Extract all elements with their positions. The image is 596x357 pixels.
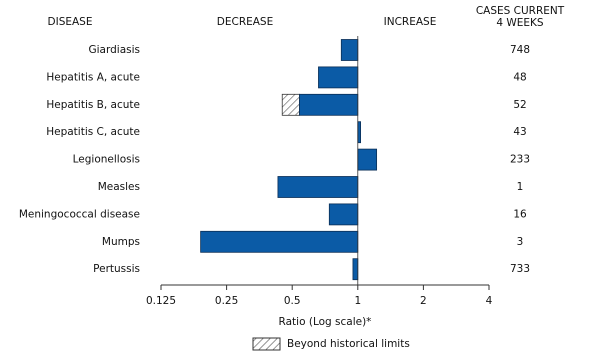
header-cases: 4 WEEKS	[496, 17, 544, 29]
cases-value: 43	[513, 126, 526, 138]
legend-swatch	[252, 337, 281, 351]
bar	[200, 230, 359, 253]
category-label: Pertussis	[93, 263, 140, 275]
cases-value: 1	[517, 181, 524, 193]
bar-beyond-limits	[281, 93, 300, 116]
x-tick-label: 0.125	[146, 295, 176, 307]
cases-value: 748	[510, 44, 530, 56]
category-label: Hepatitis C, acute	[46, 126, 140, 138]
x-tick-label: 2	[420, 295, 427, 307]
bar	[318, 66, 359, 89]
x-tick-label: 0.5	[284, 295, 301, 307]
category-label: Mumps	[102, 236, 140, 248]
x-tick-label: 0.25	[215, 295, 238, 307]
bar	[299, 93, 359, 116]
cases-value: 52	[513, 99, 526, 111]
category-label: Hepatitis B, acute	[46, 99, 140, 111]
x-axis-label: Ratio (Log scale)*	[279, 316, 372, 328]
bar	[352, 258, 359, 281]
category-label: Hepatitis A, acute	[46, 71, 140, 83]
cases-value: 733	[510, 263, 530, 275]
cases-value: 16	[513, 208, 527, 220]
bar	[357, 121, 361, 144]
legend-label: Beyond historical limits	[287, 338, 410, 350]
bar	[357, 148, 378, 171]
header-disease: DISEASE	[48, 16, 93, 28]
cases-value: 3	[517, 236, 524, 248]
bar	[340, 39, 359, 61]
category-label: Measles	[98, 181, 140, 193]
x-tick-label: 4	[486, 295, 493, 307]
header-cases: CASES CURRENT	[476, 5, 565, 17]
header-decrease: DECREASE	[217, 16, 273, 28]
cases-value: 48	[513, 71, 526, 83]
header-increase: INCREASE	[384, 16, 437, 28]
category-label: Legionellosis	[73, 154, 140, 166]
category-label: Meningococcal disease	[19, 208, 140, 220]
category-label: Giardiasis	[89, 44, 141, 56]
bar	[277, 176, 359, 198]
cases-value: 233	[510, 154, 530, 166]
bar	[328, 203, 359, 226]
x-tick-label: 1	[354, 295, 361, 307]
